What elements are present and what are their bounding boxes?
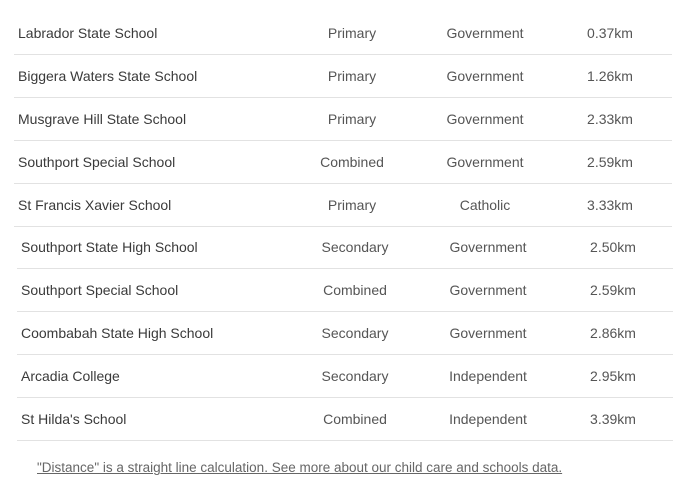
school-distance: 3.39km [590,411,636,427]
school-distance: 1.26km [587,68,633,84]
table-row: St Francis Xavier School Primary Catholic 3… [14,184,672,227]
school-type: Primary [327,197,377,213]
school-sector: Government [446,154,524,170]
school-name: Southport Special School [21,282,179,298]
school-type: Secondary [321,368,389,384]
school-type: Secondary [321,325,389,341]
secondary-schools-table: Southport State High School Secondary Gove… [17,226,673,441]
primary-schools-table: Labrador State School Primary Government 0.… [14,12,672,227]
table-row: Musgrave Hill State School Primary Governm… [14,98,672,141]
school-name: Coombabah State High School [21,325,214,341]
school-name: Arcadia College [21,368,120,384]
school-sector: Independent [449,368,527,384]
school-type: Primary [327,111,377,127]
school-sector: Government [446,25,524,41]
school-distance: 2.59km [590,282,636,298]
school-name: Biggera Waters State School [18,68,198,84]
table-row: St Hilda's School Combined Independent 3.39… [17,398,673,441]
school-distance: 2.95km [590,368,636,384]
school-name: St Hilda's School [21,411,127,427]
table-row: Biggera Waters State School Primary Govern… [14,55,672,98]
school-sector: Government [446,111,524,127]
school-sector: Independent [449,411,527,427]
school-distance: 2.59km [587,154,633,170]
school-type: Combined [323,282,387,298]
school-distance: 3.33km [587,197,633,213]
school-type: Primary [327,68,377,84]
school-name: St Francis Xavier School [18,197,172,213]
school-name: Southport Special School [18,154,176,170]
school-type: Primary [327,25,377,41]
school-sector: Government [449,282,527,298]
school-type: Combined [320,154,384,170]
school-distance: 2.50km [590,239,636,255]
table-row: Labrador State School Primary Government 0.… [14,12,672,55]
school-type: Secondary [321,239,389,255]
school-name: Musgrave Hill State School [18,111,187,127]
table-row: Southport Special School Combined Governme… [14,141,672,184]
school-type: Combined [323,411,387,427]
school-sector: Catholic [459,197,511,213]
school-name: Labrador State School [18,25,158,41]
school-distance: 0.37km [587,25,633,41]
school-sector: Government [449,239,527,255]
distance-info-link[interactable]: "Distance" is a straight line calculatio… [37,460,563,475]
table-row: Southport Special School Combined Governme… [17,269,673,312]
table-row: Southport State High School Secondary Gove… [17,226,673,269]
school-name: Southport State High School [21,239,198,255]
school-sector: Government [449,325,527,341]
school-distance: 2.86km [590,325,636,341]
school-sector: Government [446,68,524,84]
school-distance: 2.33km [587,111,633,127]
table-row: Coombabah State High School Secondary Gove… [17,312,673,355]
table-row: Arcadia College Secondary Independent 2.95k… [17,355,673,398]
